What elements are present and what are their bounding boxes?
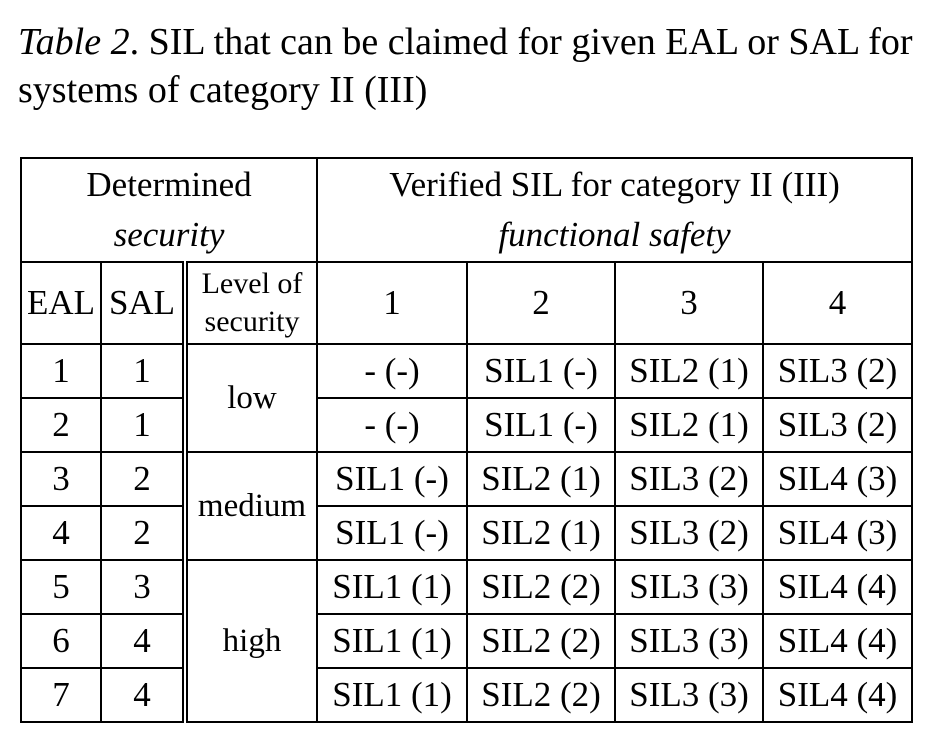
- header-verified: Verified SIL for category II (III): [389, 165, 840, 204]
- cell-sil: SIL4 (4): [762, 559, 914, 615]
- cell-sil: SIL1 (1): [316, 613, 469, 669]
- cell-sil: SIL3 (2): [762, 397, 914, 453]
- col-header-eal: EAL: [20, 261, 102, 345]
- cell-sil: SIL3 (3): [614, 559, 765, 615]
- header-row-sub: EAL SAL Level of security 1 2 3 4: [20, 261, 914, 345]
- cell-eal: 4: [20, 505, 102, 561]
- caption-label: Table 2: [18, 21, 130, 63]
- cell-sal: 4: [100, 667, 186, 723]
- cell-eal: 2: [20, 397, 102, 453]
- cell-sil: SIL2 (2): [466, 667, 617, 723]
- col-header-sil-1: 1: [316, 261, 469, 345]
- cell-sil: SIL1 (-): [316, 505, 469, 561]
- cell-sal: 1: [100, 397, 186, 453]
- cell-sal: 4: [100, 613, 186, 669]
- table-row: 4 2 SIL1 (-) SIL2 (1) SIL3 (2) SIL4 (3): [20, 505, 914, 561]
- table-row: 5 3 high SIL1 (1) SIL2 (2) SIL3 (3) SIL4…: [20, 559, 914, 723]
- cell-sil: SIL3 (3): [614, 667, 765, 723]
- caption-text: . SIL that can be claimed for given EAL …: [18, 21, 913, 111]
- cell-sil: SIL3 (2): [614, 505, 765, 561]
- header-determined: Determined: [86, 165, 252, 204]
- group-low: low: [181, 343, 319, 453]
- cell-sil: SIL3 (3): [614, 613, 765, 669]
- cell-sil: SIL2 (1): [614, 343, 765, 399]
- col-header-sil-4: 4: [762, 261, 914, 345]
- cell-sil: - (-): [316, 343, 469, 399]
- cell-eal: 7: [20, 667, 102, 723]
- cell-sil: SIL2 (1): [466, 505, 617, 561]
- cell-sil: SIL1 (-): [466, 343, 617, 399]
- cell-sil: SIL1 (1): [316, 559, 469, 615]
- cell-eal: 3: [20, 451, 102, 507]
- cell-eal: 1: [20, 343, 102, 399]
- cell-sil: SIL4 (4): [762, 613, 914, 669]
- cell-sal: 3: [100, 559, 186, 615]
- table-row: 3 2 medium SIL1 (-) SIL2 (1) SIL3 (2) SI…: [20, 451, 914, 561]
- cell-sil: SIL3 (2): [762, 343, 914, 399]
- cell-sil: SIL4 (4): [762, 667, 914, 723]
- header-functional-safety: functional safety: [498, 215, 731, 254]
- header-determined-security: Determined security: [19, 157, 319, 263]
- group-high: high: [181, 559, 319, 723]
- cell-sil: SIL3 (2): [614, 451, 765, 507]
- cell-sil: SIL4 (3): [762, 505, 914, 561]
- col-header-sal: SAL: [100, 261, 186, 345]
- cell-sil: SIL2 (1): [466, 451, 617, 507]
- table-row: 6 4 SIL1 (1) SIL2 (2) SIL3 (3) SIL4 (4): [20, 613, 914, 669]
- header-row-top: Determined security Verified SIL for cat…: [19, 157, 914, 263]
- table-row: 7 4 SIL1 (1) SIL2 (2) SIL3 (3) SIL4 (4): [20, 667, 914, 723]
- cell-eal: 5: [20, 559, 102, 615]
- cell-sil: SIL4 (3): [762, 451, 914, 507]
- col-header-sil-2: 2: [466, 261, 617, 345]
- cell-sil: SIL2 (1): [614, 397, 765, 453]
- col-header-sil-3: 3: [614, 261, 765, 345]
- group-medium: medium: [181, 451, 319, 561]
- cell-sil: SIL1 (1): [316, 667, 469, 723]
- cell-sil: SIL2 (2): [466, 613, 617, 669]
- cell-sil: SIL2 (2): [466, 559, 617, 615]
- table-caption: Table 2. SIL that can be claimed for giv…: [18, 18, 928, 114]
- cell-sil: - (-): [316, 397, 469, 453]
- cell-eal: 6: [20, 613, 102, 669]
- header-verified-sil: Verified SIL for category II (III) funct…: [316, 157, 914, 263]
- cell-sil: SIL1 (-): [316, 451, 469, 507]
- table-row: 2 1 - (-) SIL1 (-) SIL2 (1) SIL3 (2): [20, 397, 914, 453]
- cell-sal: 2: [100, 505, 186, 561]
- cell-sal: 1: [100, 343, 186, 399]
- col-header-level-line1: Level of: [201, 267, 303, 300]
- col-header-level: Level of security: [181, 261, 319, 345]
- cell-sal: 2: [100, 451, 186, 507]
- header-security: security: [113, 215, 225, 254]
- table-row: 1 1 low - (-) SIL1 (-) SIL2 (1) SIL3 (2): [20, 343, 914, 453]
- sil-table: Determined security Verified SIL for cat…: [19, 157, 914, 723]
- cell-sil: SIL1 (-): [466, 397, 617, 453]
- col-header-level-line2: security: [204, 305, 300, 338]
